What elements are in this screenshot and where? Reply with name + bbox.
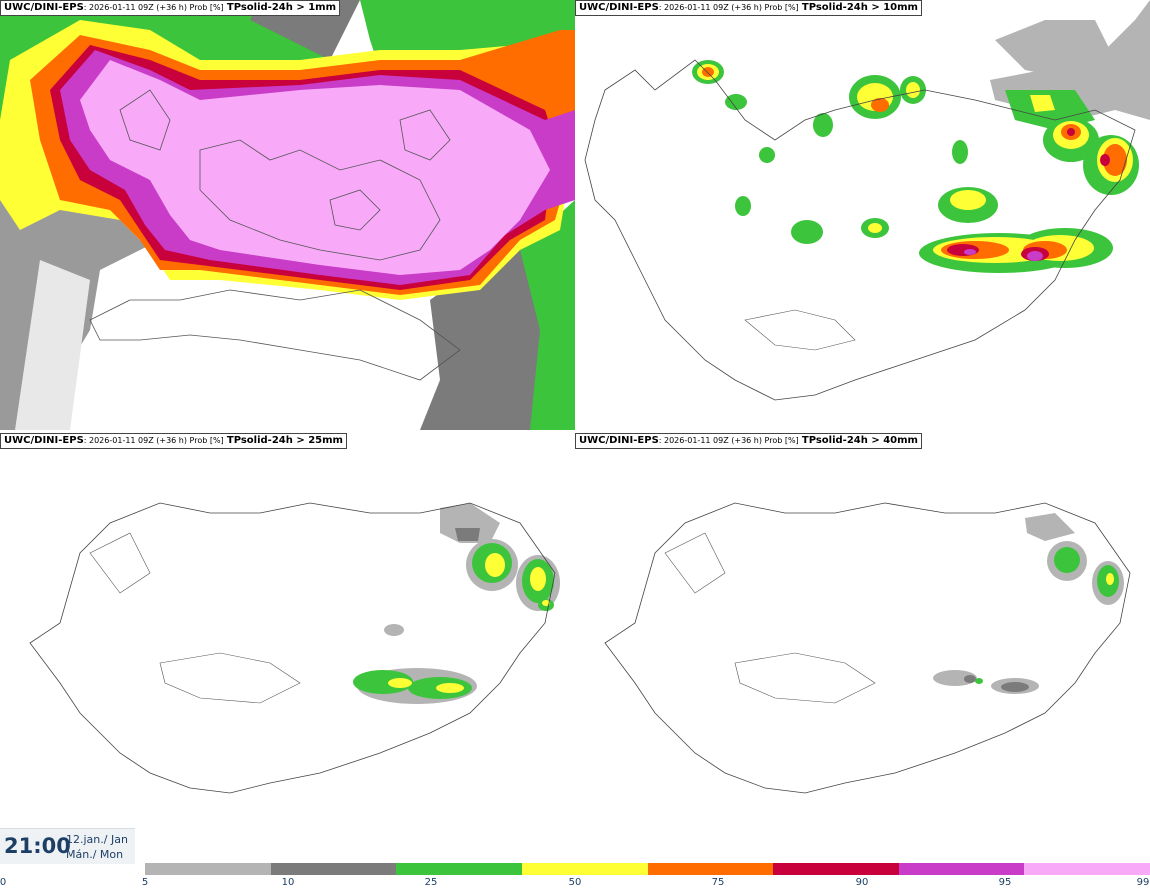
probability-colorbar xyxy=(145,863,1150,875)
map-panel-40mm: UWC/DINI-EPS: 2026-01-11 09Z (+36 h) Pro… xyxy=(575,433,1150,863)
model-name: UWC/DINI-EPS xyxy=(4,435,84,446)
probability-map-40mm xyxy=(604,502,1131,794)
field-name: TPsolid-24h > 10mm xyxy=(801,2,918,13)
colorbar-segment xyxy=(396,863,522,875)
colorbar-segment xyxy=(521,863,648,875)
colorbar-segment xyxy=(898,863,1025,875)
model-name: UWC/DINI-EPS xyxy=(4,2,84,13)
run-info: : 2026-01-11 09Z (+36 h) Prob [%] xyxy=(658,436,799,445)
run-info: : 2026-01-11 09Z (+36 h) Prob [%] xyxy=(658,3,799,12)
colorbar-tick-label: 25 xyxy=(424,877,438,888)
map-panel-10mm: UWC/DINI-EPS: 2026-01-11 09Z (+36 h) Pro… xyxy=(575,0,1150,430)
valid-time: 21:00 xyxy=(4,834,71,858)
valid-date-line1: 12.jan./ Jan xyxy=(66,833,128,846)
colorbar-tick-label: 5 xyxy=(141,877,149,888)
map-panel-1mm: UWC/DINI-EPS: 2026-01-11 09Z (+36 h) Pro… xyxy=(0,0,575,430)
probability-map-10mm xyxy=(584,0,1150,401)
colorbar-segment xyxy=(773,863,899,875)
valid-time-box: 21:00 12.jan./ Jan Mán./ Mon xyxy=(0,828,135,864)
model-name: UWC/DINI-EPS xyxy=(579,435,659,446)
run-info: : 2026-01-11 09Z (+36 h) Prob [%] xyxy=(83,3,224,12)
colorbar-tick-label: 90 xyxy=(855,877,869,888)
colorbar-segment xyxy=(647,863,774,875)
colorbar-segment xyxy=(1024,863,1150,875)
colorbar-tick-label: 95 xyxy=(998,877,1012,888)
colorbar-tick-label: 50 xyxy=(568,877,582,888)
panel-title: UWC/DINI-EPS: 2026-01-11 09Z (+36 h) Pro… xyxy=(575,433,922,449)
probability-map-1mm xyxy=(0,0,575,430)
panel-title: UWC/DINI-EPS: 2026-01-11 09Z (+36 h) Pro… xyxy=(575,0,922,16)
model-name: UWC/DINI-EPS xyxy=(579,2,659,13)
panel-title: UWC/DINI-EPS: 2026-01-11 09Z (+36 h) Pro… xyxy=(0,433,347,449)
field-name: TPsolid-24h > 40mm xyxy=(801,435,918,446)
colorbar-tick-label: 99 xyxy=(1136,877,1150,888)
colorbar-segment xyxy=(145,863,271,875)
field-name: TPsolid-24h > 25mm xyxy=(226,435,343,446)
valid-date: 12.jan./ Jan Mán./ Mon xyxy=(66,832,128,862)
map-panel-25mm: UWC/DINI-EPS: 2026-01-11 09Z (+36 h) Pro… xyxy=(0,433,575,863)
colorbar-segment xyxy=(270,863,397,875)
colorbar-tick-label: 75 xyxy=(711,877,725,888)
panel-title: UWC/DINI-EPS: 2026-01-11 09Z (+36 h) Pro… xyxy=(0,0,341,16)
valid-date-line2: Mán./ Mon xyxy=(66,848,124,861)
field-name: TPsolid-24h > 1mm xyxy=(226,2,337,13)
probability-map-25mm xyxy=(29,502,560,794)
colorbar-tick-label: 0 xyxy=(0,877,7,888)
run-info: : 2026-01-11 09Z (+36 h) Prob [%] xyxy=(83,436,224,445)
colorbar-tick-label: 10 xyxy=(281,877,295,888)
